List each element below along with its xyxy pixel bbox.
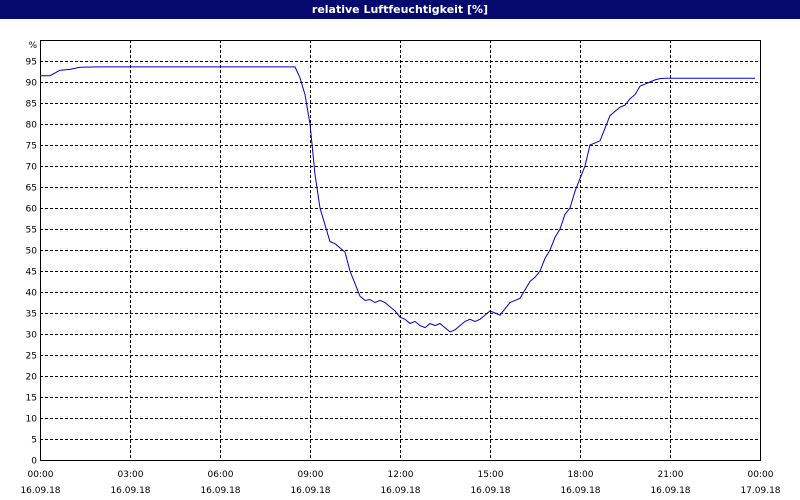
x-axis-ticks: 00:00 16.09.18 03:00 16.09.18 06:00 16.09.18 0…	[20, 470, 780, 496]
y-tick-label: 15	[26, 394, 37, 404]
y-axis-ticks: 0 5 10 15 20 25 30 35 40 45 50 55 60 65 70 75 80 85 90 95	[26, 58, 38, 467]
x-tick-date: 16.09.18	[20, 486, 60, 496]
y-tick-label: 25	[26, 352, 37, 362]
y-tick-label: 95	[26, 58, 37, 68]
x-tick-date: 16.09.18	[200, 486, 240, 496]
y-tick-label: 35	[26, 310, 37, 320]
x-tick-date: 16.09.18	[560, 486, 600, 496]
y-tick-label: 80	[26, 121, 38, 131]
x-tick-date: 16.09.18	[470, 486, 510, 496]
y-tick-label: 45	[26, 268, 37, 278]
y-tick-label: 0	[31, 457, 37, 467]
y-axis-label: %	[28, 41, 37, 51]
y-tick-label: 40	[26, 289, 38, 299]
plot-area	[40, 40, 761, 461]
chart-title: relative Luftfeuchtigkeit [%]	[0, 0, 800, 19]
y-tick-label: 90	[26, 79, 38, 89]
x-tick-date: 16.09.18	[110, 486, 150, 496]
x-tick-date: 16.09.18	[290, 486, 330, 496]
x-tick-time: 12:00	[388, 470, 414, 480]
y-tick-label: 55	[26, 226, 37, 236]
y-tick-label: 10	[26, 415, 38, 425]
y-tick-label: 85	[26, 100, 37, 110]
x-tick-time: 00:00	[28, 470, 54, 480]
y-tick-label: 20	[26, 373, 38, 383]
x-tick-time: 21:00	[658, 470, 684, 480]
grid	[40, 40, 760, 460]
x-tick-time: 18:00	[568, 470, 594, 480]
y-tick-label: 30	[26, 331, 38, 341]
y-tick-label: 60	[26, 205, 38, 215]
y-tick-label: 65	[26, 184, 37, 194]
x-tick-date: 16.09.18	[380, 486, 420, 496]
x-tick-time: 15:00	[478, 470, 504, 480]
x-tick-time: 09:00	[298, 470, 324, 480]
x-tick-time: 00:00	[748, 470, 774, 480]
x-tick-time: 06:00	[208, 470, 234, 480]
humidity-line	[40, 66, 755, 333]
y-tick-label: 5	[31, 436, 37, 446]
x-tick-date: 17.09.18	[740, 486, 780, 496]
y-tick-label: 50	[26, 247, 38, 257]
y-tick-label: 75	[26, 142, 37, 152]
x-tick-date: 16.09.18	[650, 486, 690, 496]
y-tick-label: 70	[26, 163, 38, 173]
x-tick-time: 03:00	[118, 470, 144, 480]
